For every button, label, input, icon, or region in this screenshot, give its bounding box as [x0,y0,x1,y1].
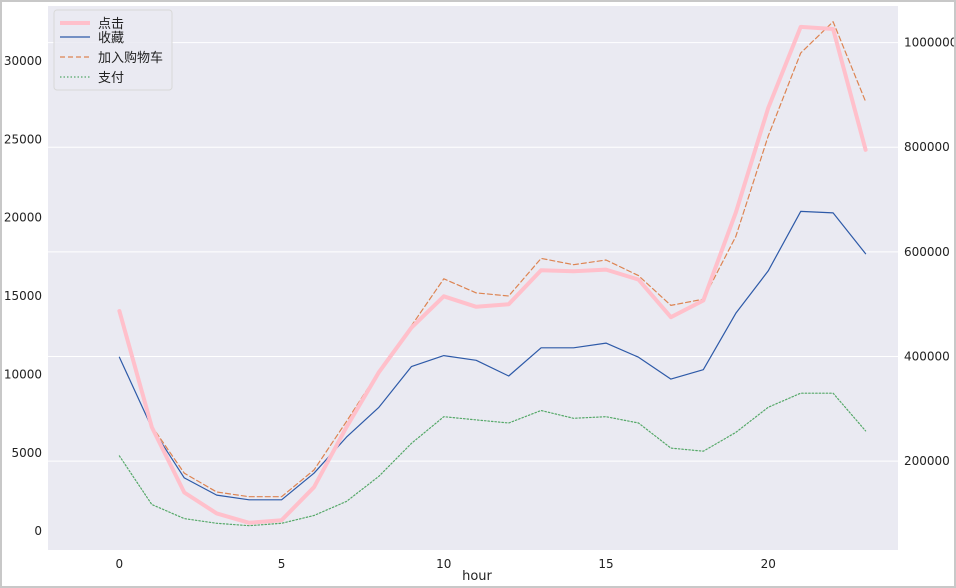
x-tick-label-2: 10 [436,557,451,571]
y-right-tick-label-2: 600000 [904,245,950,259]
y-right-tick-label-4: 1000000 [904,36,954,50]
series-line-3 [118,392,867,527]
legend-box [53,9,173,91]
y-left-tick-label-0: 0 [34,524,42,538]
y-axis-left-ticks: 0 5000 10000 15000 20000 25000 30000 [4,54,42,538]
x-axis-ticks: 0 5 10 15 20 [116,557,776,571]
y-left-tick-label-5: 25000 [4,132,42,146]
x-tick-label-4: 20 [761,557,776,571]
x-tick-label-3: 15 [598,557,613,571]
y-right-tick-label-1: 400000 [904,349,950,363]
x-tick-label-0: 0 [116,557,124,571]
y-left-tick-label-4: 20000 [4,211,42,225]
plot-area [48,6,898,550]
legend-label-1: 收藏 [98,31,124,46]
y-left-tick-label-3: 15000 [4,289,42,303]
y-right-tick-label-3: 800000 [904,140,950,154]
series-line-0 [117,24,868,525]
y-right-tick-label-0: 200000 [904,454,950,468]
legend-label-0: 点击 [98,17,124,32]
y-left-tick-label-1: 5000 [11,446,42,460]
x-tick-label-1: 5 [278,557,286,571]
series-line-2 [118,21,867,498]
legend-label-2: 加入购物车 [98,50,163,66]
legend-label-3: 支付 [98,71,124,86]
y-left-tick-label-6: 30000 [4,54,42,68]
y-left-tick-label-2: 10000 [4,367,42,381]
y-axis-right-ticks: 200000 400000 600000 800000 1000000 [904,36,954,468]
x-axis-title: hour [462,569,492,584]
series-lines [117,21,868,527]
series-line-1 [118,210,867,501]
